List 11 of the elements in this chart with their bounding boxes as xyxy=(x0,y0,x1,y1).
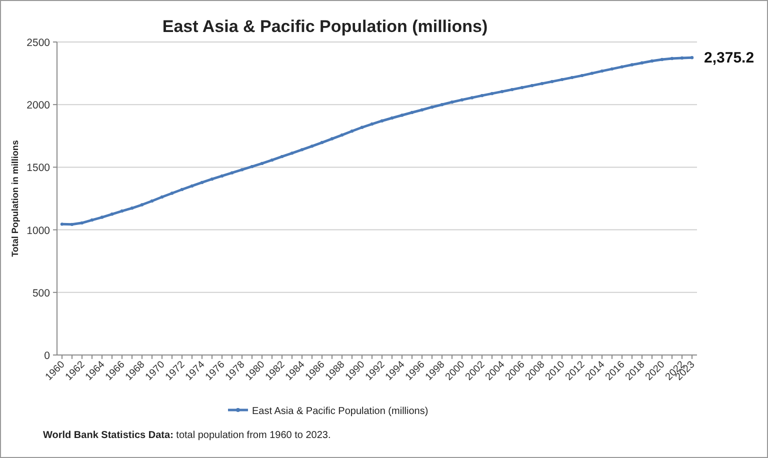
legend-label: East Asia & Pacific Population (millions) xyxy=(252,406,428,417)
y-tick-label: 2500 xyxy=(26,37,50,49)
y-tick-label: 500 xyxy=(32,287,50,300)
y-tick-label: 1500 xyxy=(26,162,50,174)
y-tick-label: 2000 xyxy=(26,100,50,112)
y-tick-label: 0 xyxy=(44,350,50,362)
y-tick-label: 1000 xyxy=(26,224,50,237)
annotation: 2,375.2 xyxy=(704,50,754,67)
text: World Bank Statistics Data: total population from 1960 to 2023. xyxy=(43,430,331,441)
y-axis-title: Total Population in millions xyxy=(10,140,20,257)
chart-title: East Asia & Pacific Population (millions) xyxy=(162,17,488,36)
